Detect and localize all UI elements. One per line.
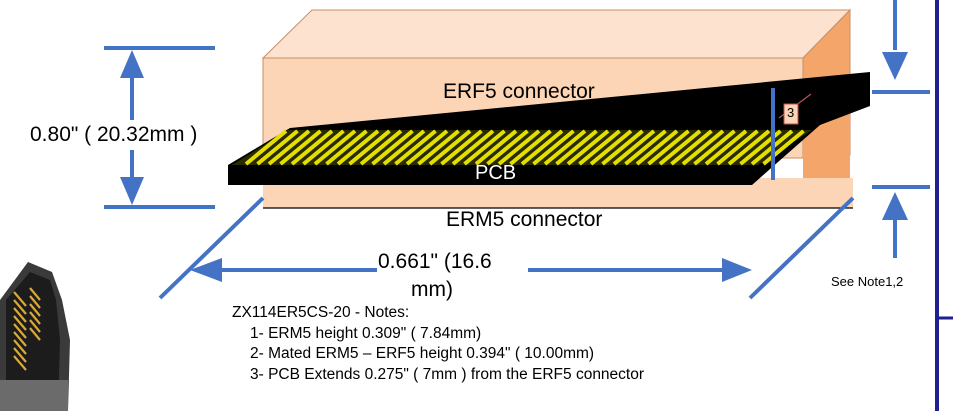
pin-contact xyxy=(336,129,380,166)
pin-contact xyxy=(704,129,748,166)
pin-contact xyxy=(762,129,805,166)
height-dimension xyxy=(104,46,215,209)
notes-block: ZX114ER5CS-20 - Notes: 1- ERM5 height 0.… xyxy=(232,303,644,385)
pin-contact xyxy=(589,129,633,166)
width-dimension-line2: mm) xyxy=(411,278,453,301)
pin-contact xyxy=(244,129,288,166)
pin-contact xyxy=(532,129,575,166)
pin-contact xyxy=(578,129,621,166)
pin-contact xyxy=(474,129,518,166)
pin-contact xyxy=(417,129,460,166)
see-note-label: See Note1,2 xyxy=(831,274,904,289)
pin-contact xyxy=(359,129,403,166)
erm5-height-dimension xyxy=(872,0,930,258)
note-item-1: 1- ERM5 height 0.309" ( 7.84mm) xyxy=(250,324,482,342)
pin-contact xyxy=(670,129,713,166)
pin-contact xyxy=(624,129,667,166)
pin-contact xyxy=(647,129,690,166)
width-dimension xyxy=(158,196,855,300)
pin-contact xyxy=(566,129,610,166)
pin-contact xyxy=(267,129,311,166)
pin-contact xyxy=(601,129,644,166)
pin-contact xyxy=(348,129,391,166)
pin-contact xyxy=(716,129,759,166)
pin-contact xyxy=(543,129,587,166)
pin-contact xyxy=(451,129,495,166)
pin-contact xyxy=(463,129,506,166)
erf5-label: ERF5 connector xyxy=(443,80,595,103)
pin-contact xyxy=(612,129,656,166)
pin-contact xyxy=(382,129,426,166)
pin-contact xyxy=(693,129,736,166)
pin-contact xyxy=(681,129,725,166)
pin-contact xyxy=(520,129,564,166)
notes-title: ZX114ER5CS-20 - Notes: xyxy=(232,304,410,321)
pcb-label: PCB xyxy=(475,162,517,184)
pin-contact xyxy=(497,129,541,166)
callout-number: 3 xyxy=(787,105,795,120)
pin-contact xyxy=(727,129,771,166)
pin-contact xyxy=(555,129,598,166)
pin-contact xyxy=(509,129,552,166)
pin-contact xyxy=(635,129,679,166)
pin-contact xyxy=(486,129,529,166)
pin-contact xyxy=(256,129,299,166)
note-item-3: 3- PCB Extends 0.275" ( 7mm ) from the E… xyxy=(250,365,645,383)
pin-contact xyxy=(371,129,414,166)
note-item-2: 2- Mated ERM5 – ERF5 height 0.394" ( 10.… xyxy=(250,345,595,362)
pin-contact xyxy=(325,129,368,166)
erf5-top-face xyxy=(261,9,852,59)
pin-contact xyxy=(279,129,322,166)
pin-contact xyxy=(440,129,483,166)
pin-contact xyxy=(405,129,449,166)
pin-contact xyxy=(302,129,345,166)
pin-contact xyxy=(313,129,357,166)
connector-photo xyxy=(0,262,70,411)
pin-contact xyxy=(658,129,702,166)
width-dimension-line1: 0.661" (16.6 xyxy=(378,250,492,273)
pin-contact xyxy=(290,129,334,166)
pin-contact xyxy=(428,129,472,166)
erm5-label: ERM5 connector xyxy=(446,208,603,231)
pin-contact xyxy=(394,129,437,166)
height-dimension-label: 0.80" ( 20.32mm ) xyxy=(30,123,198,147)
width-dimension-label: 0.661" (16.6 mm) xyxy=(378,248,528,304)
